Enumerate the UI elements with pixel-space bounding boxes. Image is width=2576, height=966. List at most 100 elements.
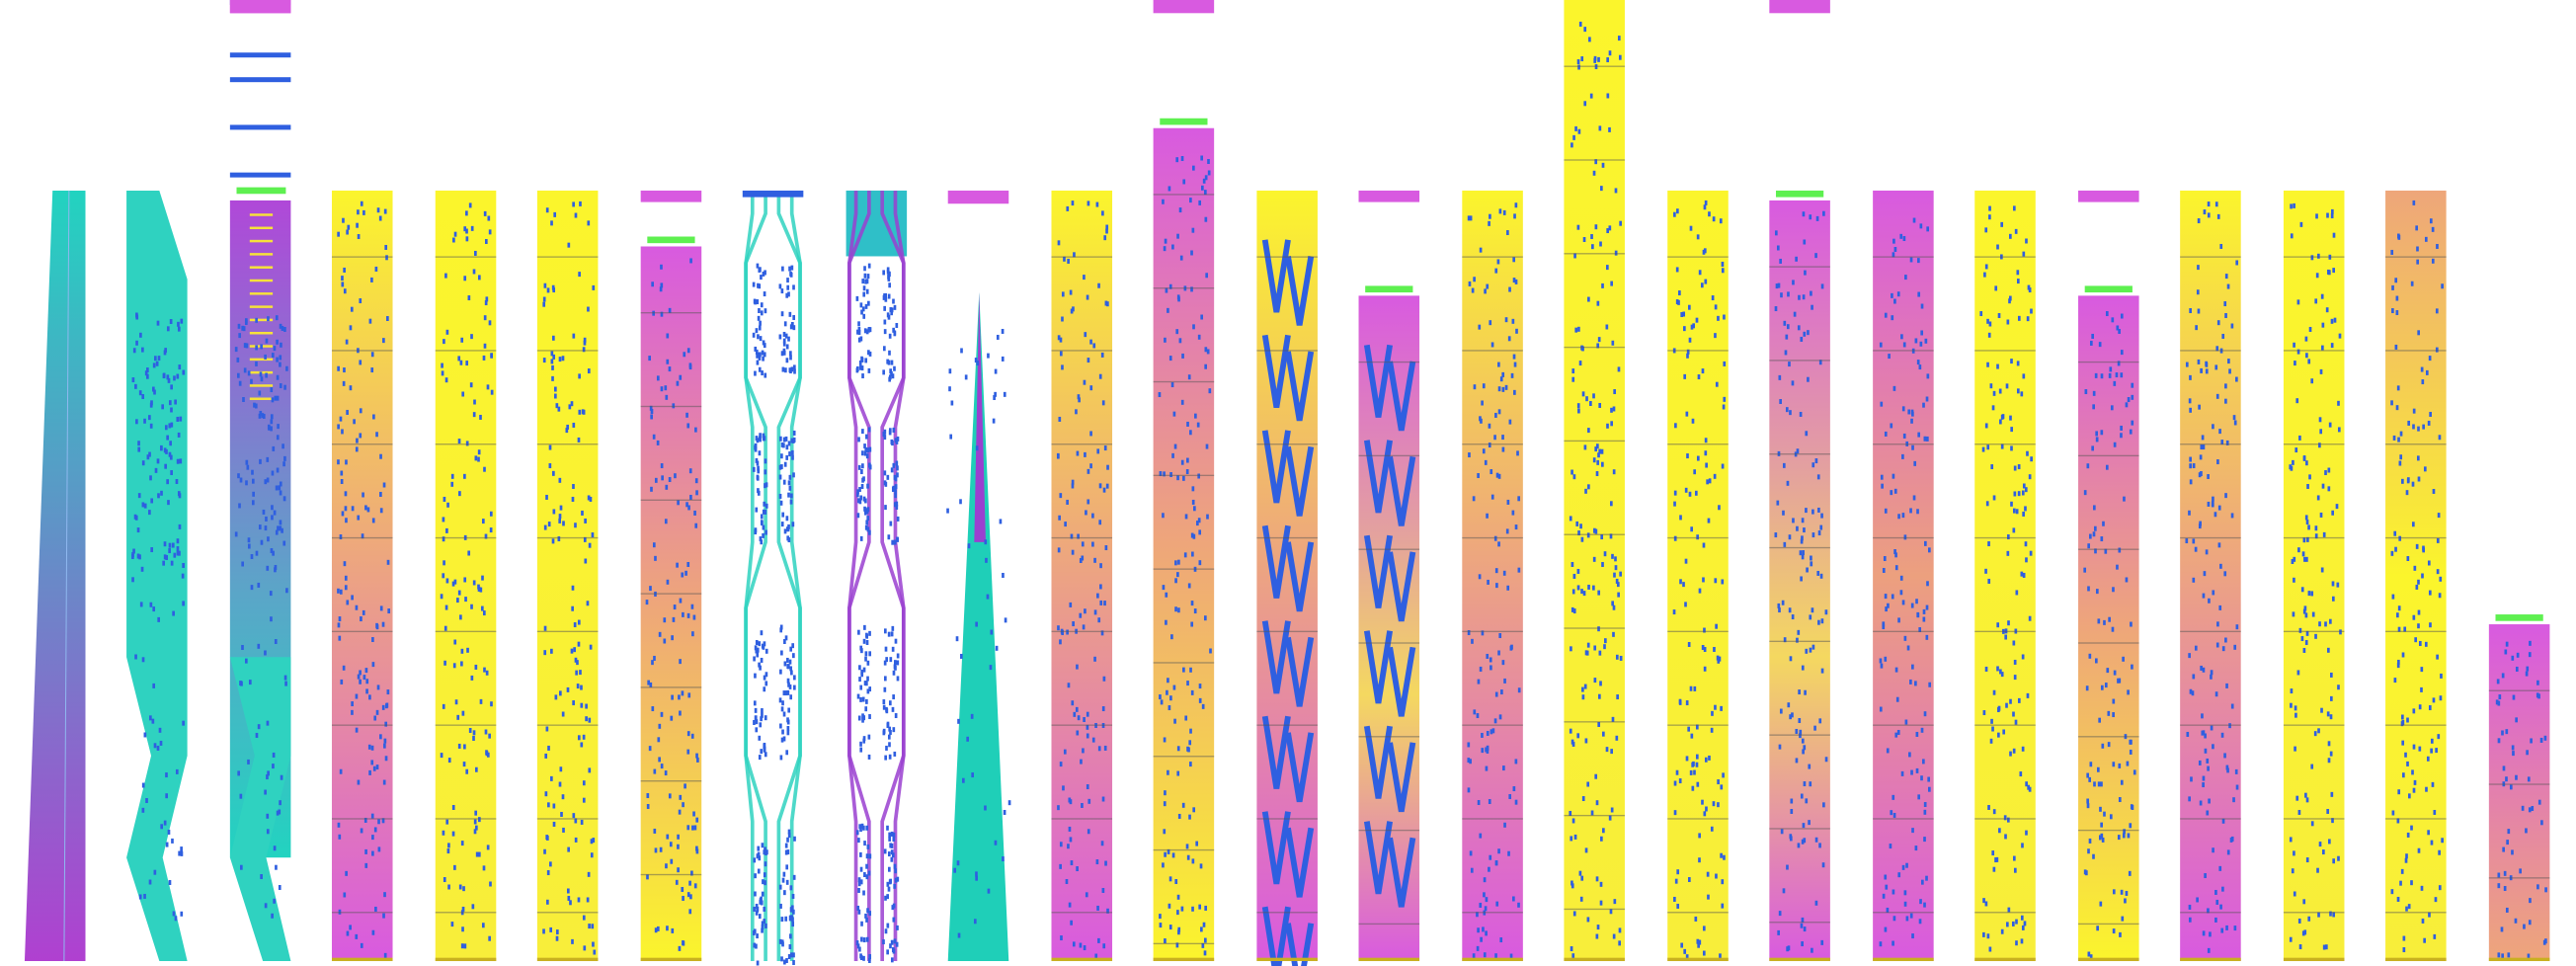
glyph (1204, 937, 1207, 943)
glyph (1204, 363, 1208, 369)
glyph (1721, 879, 1725, 885)
glyph (2224, 637, 2227, 643)
glyph (758, 855, 762, 861)
column-body (1974, 190, 2036, 962)
glyph (892, 462, 896, 468)
glyph (440, 753, 443, 759)
glyph (1506, 499, 1510, 505)
glyph (1494, 691, 1498, 697)
glyph (2301, 930, 2305, 936)
glyph (1714, 304, 1718, 310)
row-rule (1873, 912, 1934, 914)
glyph (690, 733, 694, 739)
glyph (1467, 758, 1471, 764)
glyph (456, 598, 459, 604)
row-rule (1667, 350, 1729, 352)
glyph (154, 467, 158, 473)
glyph (574, 523, 577, 528)
glyph (2395, 405, 2399, 411)
glyph (754, 443, 758, 448)
glyph (544, 791, 548, 797)
glyph (2293, 342, 2295, 348)
glyph (2000, 672, 2004, 678)
glyph (1703, 204, 1707, 210)
glyph (651, 706, 655, 712)
glyph (2543, 735, 2547, 741)
column (1256, 190, 1318, 966)
glyph (2086, 803, 2090, 809)
glyph (478, 851, 481, 857)
glyph (485, 751, 489, 757)
glyph (375, 765, 379, 770)
glyph (2406, 556, 2410, 562)
glyph (1596, 300, 1600, 306)
row-rule (2385, 818, 2447, 820)
glyph (656, 926, 660, 931)
glyph (276, 435, 280, 441)
glyph (1782, 888, 1786, 894)
glyph (1599, 900, 1603, 906)
glyph (669, 842, 673, 847)
glyph (2189, 479, 2193, 485)
glyph (1594, 224, 1598, 230)
glyph (682, 611, 684, 617)
glyph (1900, 770, 1904, 776)
glyph (1485, 930, 1488, 936)
glyph (1720, 852, 1723, 858)
glyph (1586, 917, 1590, 923)
glyph (2230, 513, 2234, 519)
glyph (551, 284, 555, 290)
glyph (1471, 287, 1475, 293)
glyph (559, 505, 563, 511)
glyph (2310, 378, 2314, 384)
glyph (756, 960, 760, 966)
glyph (1610, 501, 1613, 507)
glyph (2302, 537, 2306, 543)
glyph (587, 306, 590, 312)
glyph (1190, 601, 1194, 606)
tick-bar (249, 266, 274, 269)
glyph (1803, 838, 1807, 844)
glyph (2216, 213, 2220, 219)
glyph (1721, 579, 1725, 585)
glyph (567, 846, 570, 852)
glyph (346, 930, 350, 936)
glyph (755, 457, 759, 463)
glyph (2390, 889, 2394, 895)
row-rule (2283, 912, 2345, 914)
glyph (2319, 512, 2323, 518)
row-rule (435, 818, 497, 820)
glyph (2304, 515, 2308, 521)
glyph (368, 769, 371, 775)
glyph (966, 736, 969, 742)
glyph (1579, 523, 1582, 529)
glyph (2007, 907, 2011, 913)
glyph (170, 560, 174, 566)
glyph (1087, 201, 1090, 206)
glyph (247, 537, 251, 543)
glyph (759, 320, 762, 326)
glyph (889, 878, 892, 884)
glyph (2131, 420, 2134, 426)
glyph (234, 531, 238, 537)
glyph (255, 317, 258, 323)
glyph (783, 528, 787, 534)
glyph (381, 621, 385, 627)
glyph (150, 498, 154, 504)
glyph (574, 657, 578, 663)
glyph (789, 933, 792, 939)
glyph (859, 495, 863, 501)
glyph (1612, 406, 1616, 412)
row-rule (1769, 734, 1830, 736)
top-cap (2078, 190, 2139, 202)
glyph (572, 813, 576, 819)
vee (1363, 344, 1393, 418)
glyph (149, 402, 153, 408)
glyph (577, 437, 581, 443)
glyph (2212, 590, 2215, 596)
glyph (1469, 215, 1473, 221)
glyph (1893, 246, 1897, 252)
glyph (2107, 710, 2111, 716)
vee (1285, 732, 1315, 803)
glyph (1904, 719, 1908, 725)
